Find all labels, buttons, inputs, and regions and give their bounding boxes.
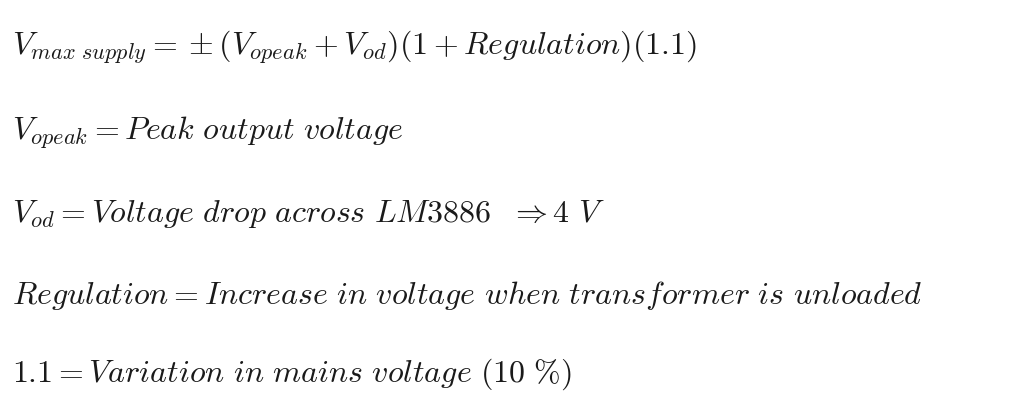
Text: $V_{opeak} = Peak\ output\ voltage$: $V_{opeak} = Peak\ output\ voltage$ [12,114,403,151]
Text: $1.1 = Variation\ in\ mains\ voltage\ (10\ \%)$: $1.1 = Variation\ in\ mains\ voltage\ (1… [12,356,572,392]
Text: $V_{max\ supply} = \pm(V_{opeak} + V_{od})(1 + Regulation)(1.1)$: $V_{max\ supply} = \pm(V_{opeak} + V_{od… [12,29,697,66]
Text: $V_{od} = Voltage\ drop\ across\ LM3886\ \ \Rightarrow 4\ V$: $V_{od} = Voltage\ drop\ across\ LM3886\… [12,198,605,230]
Text: $Regulation = Increase\ in\ voltage\ when\ transformer\ is\ unloaded$: $Regulation = Increase\ in\ voltage\ whe… [12,278,923,312]
